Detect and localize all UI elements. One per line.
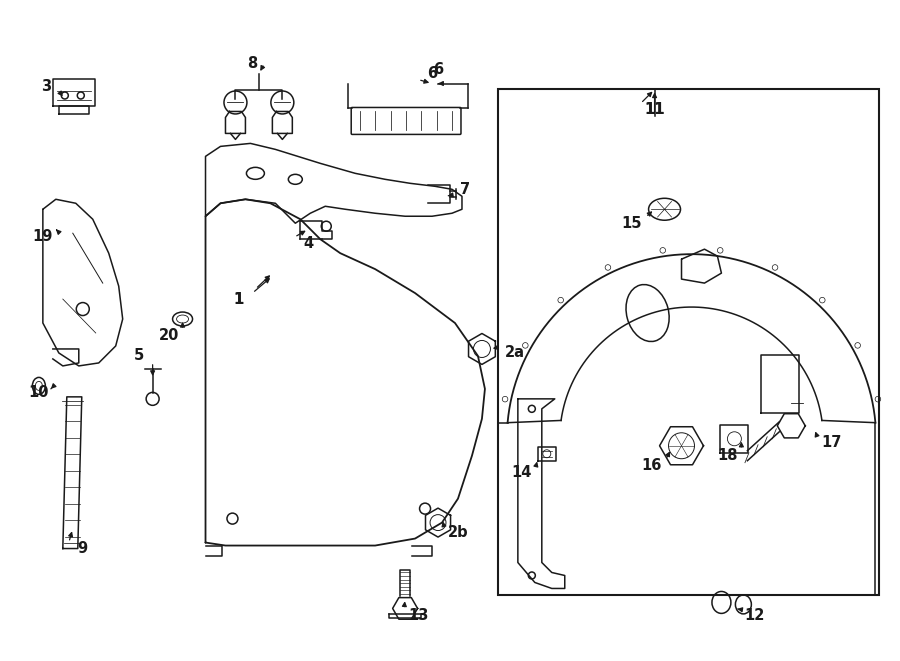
Text: 16: 16: [642, 458, 662, 473]
Text: 15: 15: [621, 215, 642, 231]
Text: 11: 11: [644, 102, 665, 117]
Text: 19: 19: [32, 229, 53, 244]
Text: 6: 6: [427, 66, 437, 81]
Text: 12: 12: [744, 608, 764, 623]
Text: 1: 1: [233, 292, 244, 307]
Bar: [498, 89, 879, 596]
Text: 2a: 2a: [505, 346, 525, 360]
Text: 5: 5: [133, 348, 144, 364]
Text: 9: 9: [77, 541, 88, 556]
FancyBboxPatch shape: [351, 108, 461, 134]
Text: 10: 10: [29, 385, 50, 401]
Text: 1: 1: [233, 292, 244, 307]
Text: 7: 7: [460, 182, 470, 197]
Text: 6: 6: [433, 62, 443, 77]
Text: 13: 13: [408, 608, 428, 623]
Text: 8: 8: [248, 56, 257, 71]
Text: 2b: 2b: [447, 525, 468, 540]
Text: 17: 17: [821, 435, 842, 450]
Text: 4: 4: [303, 236, 313, 251]
Text: 14: 14: [512, 465, 532, 480]
Text: 18: 18: [717, 448, 738, 463]
Text: 3: 3: [40, 79, 51, 94]
Text: 11: 11: [644, 102, 665, 117]
Text: 20: 20: [158, 329, 179, 344]
